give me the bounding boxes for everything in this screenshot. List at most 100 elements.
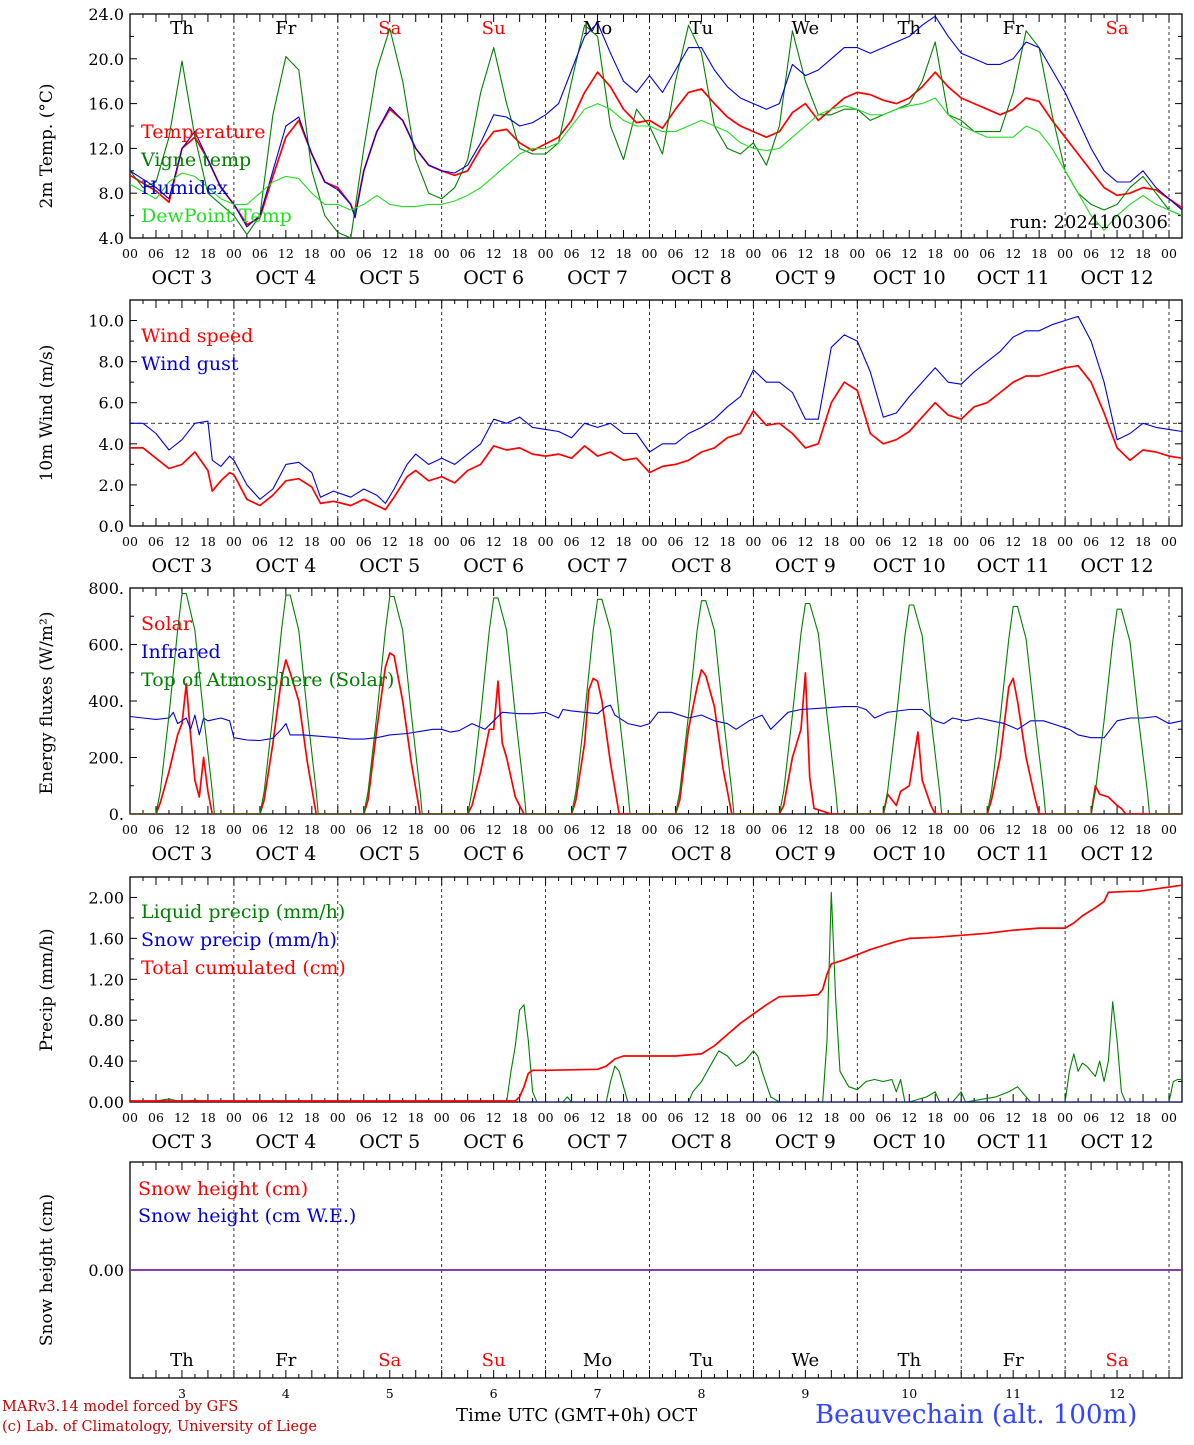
hour-label: 12: [278, 1110, 294, 1125]
date-label: OCT 7: [567, 843, 628, 865]
date-label: OCT 12: [1081, 1131, 1154, 1153]
hour-label: 12: [694, 822, 710, 837]
hour-label: 18: [927, 246, 943, 261]
day-abbr: Fr: [275, 18, 296, 39]
hour-label: 18: [200, 246, 216, 261]
legend-entry: Top of Atmosphere (Solar): [141, 669, 394, 691]
hour-label: 00: [538, 822, 554, 837]
hour-label: 18: [719, 1110, 735, 1125]
day-number: 10: [901, 1386, 917, 1401]
hour-label: 00: [226, 1110, 242, 1125]
hour-label: 12: [278, 822, 294, 837]
day-abbr: Mo: [583, 18, 612, 39]
hour-label: 18: [616, 246, 632, 261]
hour-label: 12: [797, 246, 813, 261]
hour-label: 18: [927, 822, 943, 837]
date-label: OCT 8: [671, 843, 732, 865]
series-group: [130, 315, 1182, 511]
hour-label: 12: [382, 1110, 398, 1125]
hour-label: 00: [434, 534, 450, 549]
hour-label: 06: [1083, 822, 1099, 837]
hour-label: 12: [590, 534, 606, 549]
panel-1: 4.0 8.0 12.0 16.0 20.0 24.0 2m Temp. (°C) Th Fr S…: [37, 5, 1183, 289]
hour-label: 18: [616, 534, 632, 549]
hour-label: 00: [1161, 1110, 1177, 1125]
run-annotation: run: 2024100306: [1010, 212, 1168, 233]
hour-label: 12: [1005, 534, 1021, 549]
hour-label: 00: [745, 534, 761, 549]
y-tick-label: 16.0: [88, 95, 124, 114]
date-label: OCT 3: [151, 843, 212, 865]
legend-entry: Wind gust: [141, 353, 239, 375]
date-label: OCT 5: [359, 843, 420, 865]
date-label: OCT 9: [775, 1131, 836, 1153]
lab-credit: (c) Lab. of Climatology, University of L…: [2, 1419, 317, 1435]
series-group: [130, 593, 1182, 814]
day-abbr: Tu: [690, 1350, 714, 1371]
date-label: OCT 5: [359, 555, 420, 577]
hour-label: 18: [304, 822, 320, 837]
hour-label: 18: [1135, 246, 1151, 261]
hour-label: 18: [408, 246, 424, 261]
date-label: OCT 3: [151, 267, 212, 289]
legend-entry: Snow precip (mm/h): [141, 929, 337, 951]
y-tick-label: 2.0: [99, 476, 124, 495]
y-tick-label: 20.0: [88, 50, 124, 69]
hour-label: 18: [512, 534, 528, 549]
day-abbr: We: [792, 18, 820, 39]
hour-label: 18: [616, 1110, 632, 1125]
hour-label: 00: [122, 822, 138, 837]
hour-label: 06: [1083, 534, 1099, 549]
day-abbr: Th: [170, 1350, 194, 1371]
hour-label: 06: [979, 246, 995, 261]
day-abbr: Su: [482, 1350, 506, 1371]
hour-label: 12: [1005, 246, 1021, 261]
day-abbr: Fr: [275, 1350, 296, 1371]
hour-label: 18: [408, 1110, 424, 1125]
hour-label: 12: [901, 246, 917, 261]
hour-label: 12: [694, 534, 710, 549]
y-tick-label: 0.0: [99, 517, 124, 536]
legend-entry: Vigne temp: [140, 149, 251, 171]
hour-label: 18: [1135, 534, 1151, 549]
hour-label: 18: [719, 534, 735, 549]
hour-label: 06: [771, 822, 787, 837]
series-group: [130, 15, 1182, 238]
hour-label: 00: [122, 1110, 138, 1125]
panel-4: 0.00 0.40 0.80 1.20 1.60 2.00 Precip (mm/h) 00 0…: [37, 876, 1183, 1153]
hour-label: 18: [719, 246, 735, 261]
hour-label: 12: [590, 246, 606, 261]
hour-label: 00: [330, 246, 346, 261]
hour-label: 12: [1005, 822, 1021, 837]
series-line-total-cumulated-cm-: [130, 884, 1182, 1102]
hour-label: 12: [797, 1110, 813, 1125]
hour-label: 00: [538, 534, 554, 549]
date-label: OCT 5: [359, 1131, 420, 1153]
hour-label: 00: [434, 246, 450, 261]
series-line-humidex: [130, 15, 1182, 228]
hour-label: 06: [979, 1110, 995, 1125]
hour-label: 06: [875, 822, 891, 837]
hour-label: 00: [1057, 822, 1073, 837]
date-label: OCT 4: [255, 1131, 316, 1153]
y-tick-label: 8.0: [99, 353, 124, 372]
hour-label: 12: [694, 246, 710, 261]
legend-entry: Solar: [141, 613, 193, 635]
legend-entry: Total cumulated (cm): [141, 957, 346, 979]
series-group: [130, 884, 1182, 1102]
date-label: OCT 9: [775, 555, 836, 577]
day-number: 7: [594, 1386, 602, 1401]
hour-label: 00: [226, 822, 242, 837]
y-tick-label: 1.60: [88, 929, 124, 948]
date-label: OCT 9: [775, 843, 836, 865]
hour-label: 18: [512, 246, 528, 261]
date-label: OCT 11: [977, 555, 1050, 577]
day-abbr: Fr: [1003, 18, 1024, 39]
hour-label: 00: [849, 1110, 865, 1125]
day-abbr: Sa: [1106, 1350, 1129, 1371]
day-number: 5: [386, 1386, 394, 1401]
hour-label: 00: [538, 246, 554, 261]
date-label: OCT 10: [873, 843, 946, 865]
hour-label: 12: [174, 246, 190, 261]
